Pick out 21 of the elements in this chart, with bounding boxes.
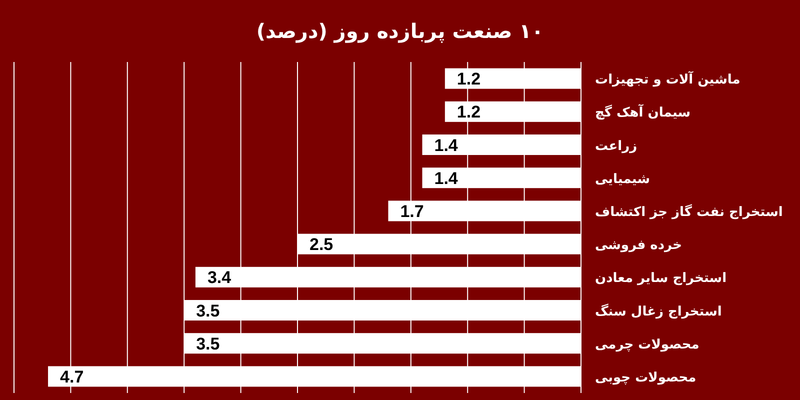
y-tick-label: محصولات چرمی: [595, 337, 700, 352]
data-label: 1.2: [456, 70, 481, 89]
y-tick-label: سیمان آهک گچ: [595, 104, 691, 121]
y-tick-label: استخراج زغال سنگ: [595, 303, 722, 320]
data-label: 1.7: [400, 202, 424, 221]
y-tick-label: خرده فروشی: [595, 238, 682, 254]
y-tick-label: استخراج نفت گاز جز اکتشاف: [595, 204, 783, 220]
data-label: 3.5: [196, 334, 220, 354]
data-label: 3.4: [207, 268, 232, 288]
data-label: 1.4: [434, 168, 458, 188]
data-label: 1.2: [456, 102, 481, 122]
y-tick-label: شیمیایی: [595, 172, 650, 187]
data-label: 2.5: [310, 235, 334, 254]
data-label: 1.4: [434, 136, 458, 155]
y-tick-label: محصولات چوبی: [595, 370, 696, 386]
data-label: 4.7: [60, 367, 84, 386]
y-tick-label: استخراج سایر معادن: [595, 271, 727, 286]
y-tick-label: ماشین آلات و تجهیزات: [595, 70, 740, 88]
y-tick-label: زراعت: [595, 138, 638, 154]
data-label: 3.5: [196, 301, 220, 320]
chart-title: ۱۰ صنعت پربازده روز (درصد): [256, 19, 544, 43]
